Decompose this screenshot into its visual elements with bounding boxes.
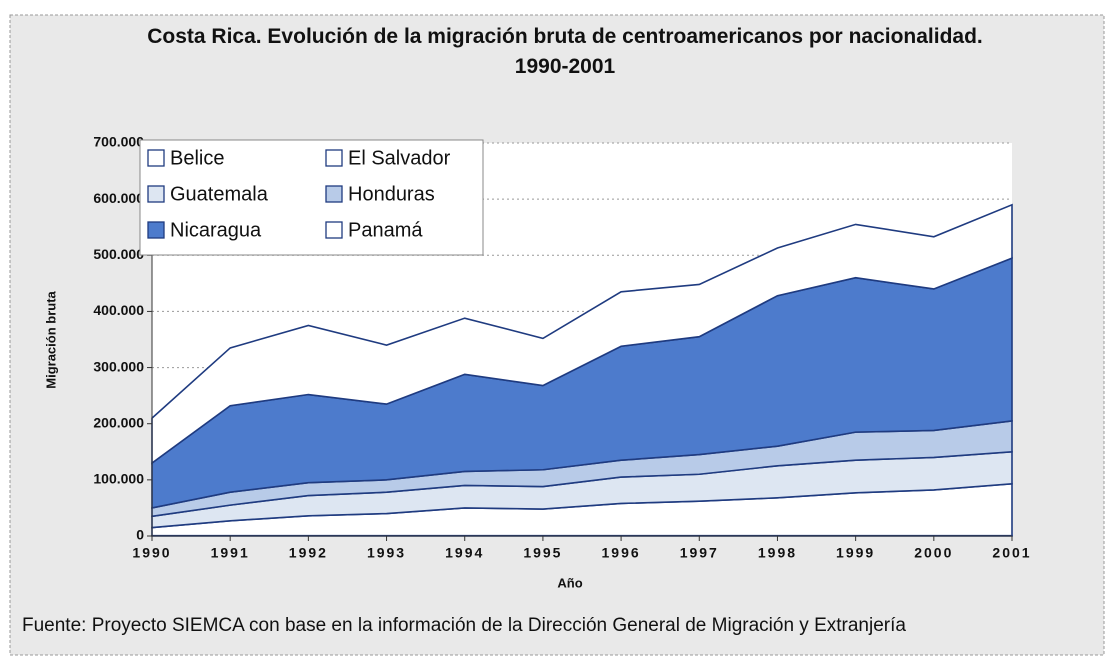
x-tick-label: 1998 (758, 545, 797, 561)
legend: Belice El Salvador Guatemala Honduras Nicara… (139, 139, 484, 256)
y-tick-label: 500.000 (93, 246, 144, 262)
axes: 0 100.000 200.000 300.000 400.000 500.000 600.… (93, 134, 1031, 561)
x-tick-label: 1994 (445, 545, 484, 561)
y-tick-label: 200.000 (93, 414, 144, 430)
x-tick-label: 1992 (289, 545, 328, 561)
x-tick-label: 1993 (367, 545, 406, 561)
areas (151, 203, 1013, 537)
x-tick-label: 1991 (211, 545, 250, 561)
chart-subtitle: 1990-2001 (514, 55, 616, 78)
source-note: Fuente: Proyecto SIEMCA con base en la i… (22, 615, 906, 636)
legend-label: El Salvador (348, 147, 451, 169)
x-axis-label: Año (557, 575, 582, 590)
legend-swatch (147, 185, 165, 203)
title-block: Costa Rica. Evolución de la migración br… (130, 22, 1000, 82)
legend-label: Panamá (348, 219, 423, 241)
y-tick-label: 100.000 (93, 471, 144, 487)
legend-swatch (147, 149, 165, 167)
legend-label: Belice (170, 147, 224, 169)
x-tick-label: 2001 (992, 545, 1031, 561)
legend-swatch (325, 185, 343, 203)
y-axis-label: Migración bruta (43, 290, 58, 388)
area (151, 203, 1013, 465)
x-tick-label: 2000 (914, 545, 953, 561)
y-tick-label: 600.000 (93, 190, 144, 206)
x-tick-label: 1999 (836, 545, 875, 561)
legend-swatch (325, 149, 343, 167)
chart-title: Costa Rica. Evolución de la migración br… (147, 25, 983, 48)
x-tick-label: 1990 (132, 545, 171, 561)
legend-box (139, 139, 484, 256)
y-tick-label: 400.000 (93, 302, 144, 318)
y-tick-label: 0 (136, 527, 144, 543)
legend-label: Guatemala (170, 183, 269, 205)
x-tick-label: 1996 (602, 545, 641, 561)
x-tick-label: 1997 (680, 545, 719, 561)
y-tick-label: 700.000 (93, 134, 144, 150)
x-tick-label: 1995 (523, 545, 562, 561)
legend-swatch (325, 221, 343, 239)
legend-swatch (147, 221, 165, 239)
legend-label: Nicaragua (170, 219, 262, 241)
legend-label: Honduras (348, 183, 435, 205)
y-tick-label: 300.000 (93, 358, 144, 374)
